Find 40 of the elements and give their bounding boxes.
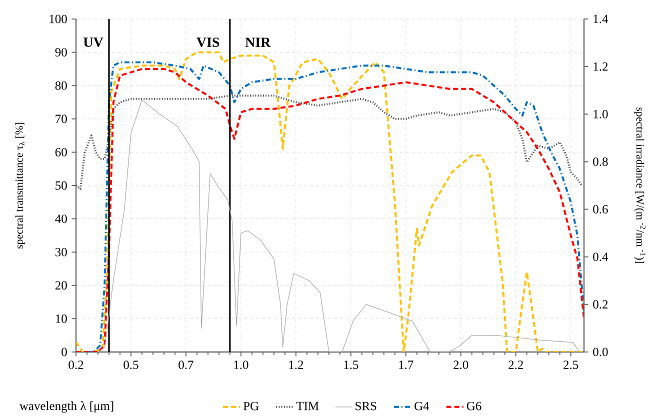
y-tick-label: 40 — [55, 214, 67, 224]
annotation: NIR — [245, 38, 271, 47]
x-tick-label: 0.5 — [124, 360, 138, 370]
y-tick-label: 90 — [55, 48, 67, 57]
y2-axis-title: spectral irradiance [W/(m $^{-2}$/nm $^{-1}$)] — [634, 108, 646, 264]
x-axis-title: wavelength λ [μm] — [19, 401, 114, 413]
legend-label: PG — [243, 402, 259, 410]
y-tick-label: 70 — [56, 114, 67, 124]
legend-label: TIM — [296, 402, 319, 410]
x-tick-label: 1.5 — [344, 360, 358, 370]
y-tick-label: 50 — [56, 181, 67, 190]
y2-tick-label: 1.4 — [594, 14, 608, 24]
y-tick-label: 10 — [56, 314, 67, 323]
y2-tick-label: 0.0 — [593, 348, 608, 356]
x-tick-label: 0.7 — [178, 360, 194, 370]
y-tick-label: 30 — [55, 248, 67, 256]
x-tick-label: 0.2 — [68, 360, 84, 370]
annotation: VIS — [196, 38, 220, 48]
x-tick-label: 1.2 — [289, 360, 304, 370]
y-axis-title: spectral transmittance τ$_{λ}$ [%] — [15, 122, 26, 248]
x-tick-label: 2.0 — [454, 360, 468, 370]
y2-tick-label: 0.2 — [593, 300, 608, 309]
y2-tick-label: 1.0 — [594, 110, 608, 118]
annotation: UV — [84, 38, 104, 47]
y-tick-label: 20 — [55, 281, 67, 290]
legend-label: G4 — [414, 402, 430, 410]
y2-tick-label: 1.2 — [594, 62, 608, 71]
y2-tick-label: 0.8 — [593, 157, 608, 166]
y-tick-label: 100 — [50, 14, 67, 24]
x-tick-label: 2.2 — [508, 360, 523, 370]
x-tick-label: 1.7 — [399, 360, 414, 370]
y2-tick-label: 0.6 — [593, 205, 608, 214]
y2-tick-label: 0.4 — [593, 252, 608, 262]
y-tick-label: 80 — [55, 81, 67, 90]
y-tick-label: 0 — [62, 348, 67, 356]
x-tick-label: 1.0 — [234, 360, 248, 370]
y-tick-label: 60 — [55, 148, 67, 156]
x-tick-label: 2.5 — [564, 360, 578, 370]
legend-label: G6 — [466, 402, 482, 410]
legend-label: SRS — [356, 402, 376, 410]
